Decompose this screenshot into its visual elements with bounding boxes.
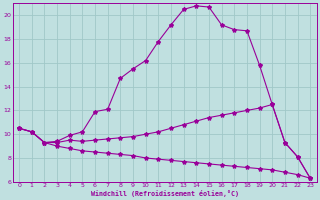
X-axis label: Windchill (Refroidissement éolien,°C): Windchill (Refroidissement éolien,°C): [91, 190, 239, 197]
